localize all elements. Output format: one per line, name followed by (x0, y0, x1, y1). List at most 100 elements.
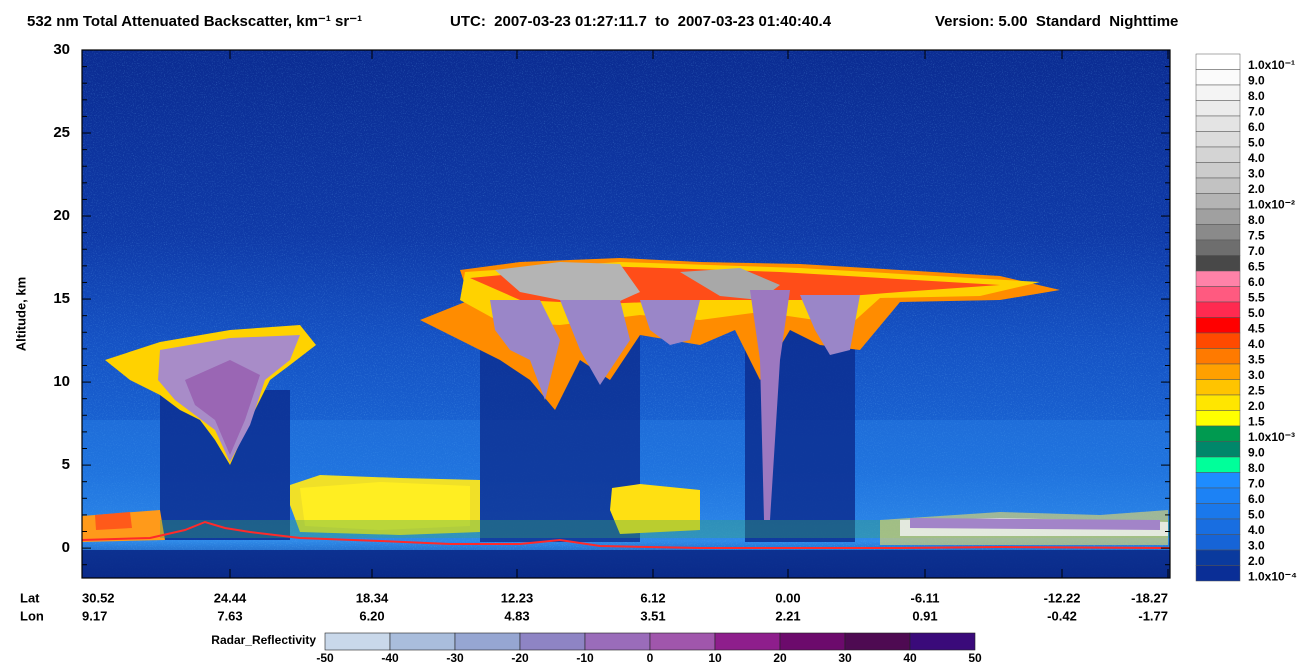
colorbar-label: 3.0 (1248, 539, 1265, 553)
colorbar-label: 1.0x10⁻¹ (1248, 58, 1295, 72)
radar-colorbar-box (324, 632, 391, 651)
radar-colorbar-box (909, 632, 976, 651)
colorbar-box (1195, 317, 1241, 334)
colorbar-label: 2.0 (1248, 554, 1265, 568)
colorbar-box (1195, 84, 1241, 101)
colorbar-label: 9.0 (1248, 446, 1265, 460)
x-tick-label: 2.21 (775, 608, 800, 623)
colorbar-box (1195, 394, 1241, 411)
colorbar-label: 6.0 (1248, 120, 1265, 134)
colorbar-box (1195, 69, 1241, 86)
x-tick-label: 0.00 (775, 590, 800, 605)
colorbar-label: 5.0 (1248, 508, 1265, 522)
colorbar-box (1195, 472, 1241, 489)
x-tick-label: 6.12 (640, 590, 665, 605)
colorbar-label: 7.5 (1248, 229, 1265, 243)
x-tick-label: -0.42 (1047, 608, 1077, 623)
y-axis-label: Altitude, km (13, 277, 28, 351)
x-tick-label: -12.22 (1044, 590, 1081, 605)
colorbar-label: 8.0 (1248, 89, 1265, 103)
radar-tick-label: -40 (381, 651, 399, 665)
colorbar-box (1195, 239, 1241, 256)
colorbar-box (1195, 456, 1241, 473)
colorbar-box (1195, 518, 1241, 535)
colorbar-label: 7.0 (1248, 477, 1265, 491)
y-tick-label: 5 (62, 456, 70, 473)
radar-colorbar-box (584, 632, 651, 651)
radar-tick-label: 20 (773, 651, 787, 665)
radar-tick-label: -50 (316, 651, 334, 665)
x-tick-label: 0.91 (912, 608, 937, 623)
colorbar-label: 3.0 (1248, 368, 1265, 382)
y-tick-label: 0 (62, 539, 70, 556)
radar-tick-label: 40 (903, 651, 917, 665)
colorbar-label: 1.0x10⁻⁴ (1248, 570, 1297, 584)
colorbar-label: 8.0 (1248, 213, 1265, 227)
colorbar-label: 5.0 (1248, 306, 1265, 320)
y-tick-label: 15 (53, 290, 70, 307)
colorbar-label: 7.0 (1248, 244, 1265, 258)
x-row-name: Lon (20, 608, 44, 623)
colorbar-box (1195, 379, 1241, 396)
colorbar-box (1195, 208, 1241, 225)
radar-tick-label: 50 (968, 651, 982, 665)
chart-title: 532 nm Total Attenuated Backscatter, km⁻… (27, 13, 362, 30)
radar-colorbar-box (454, 632, 521, 651)
colorbar-box (1195, 332, 1241, 349)
x-tick-label: 9.17 (82, 608, 107, 623)
colorbar-label: 7.0 (1248, 105, 1265, 119)
colorbar-label: 4.0 (1248, 523, 1265, 537)
colorbar-box (1195, 255, 1241, 272)
x-tick-label: 24.44 (214, 590, 247, 605)
x-tick-label: 7.63 (217, 608, 242, 623)
colorbar-label: 1.0x10⁻³ (1248, 430, 1295, 444)
x-tick-label: 12.23 (501, 590, 534, 605)
colorbar-label: 4.5 (1248, 322, 1265, 336)
y-tick-label: 30 (53, 41, 70, 58)
colorbar-label: 5.5 (1248, 291, 1265, 305)
x-tick-label: -18.27 (1131, 590, 1168, 605)
x-row-name: Lat (20, 590, 40, 605)
colorbar-box (1195, 270, 1241, 287)
colorbar-label: 6.0 (1248, 492, 1265, 506)
colorbar-label: 5.0 (1248, 136, 1265, 150)
colorbar-box (1195, 193, 1241, 210)
colorbar-label: 1.0x10⁻² (1248, 198, 1295, 212)
colorbar-box (1195, 363, 1241, 380)
colorbar-box (1195, 348, 1241, 365)
colorbar-box (1195, 549, 1241, 566)
colorbar-box (1195, 410, 1241, 427)
colorbar-box (1195, 503, 1241, 520)
colorbar-box (1195, 301, 1241, 318)
plot-frame (81, 49, 1171, 579)
x-tick-label: 30.52 (82, 590, 115, 605)
radar-colorbar-box (649, 632, 716, 651)
y-tick-label: 10 (53, 373, 70, 390)
colorbar-box (1195, 131, 1241, 148)
colorbar-box (1195, 177, 1241, 194)
radar-colorbar-box (519, 632, 586, 651)
colorbar-box (1195, 534, 1241, 551)
backscatter-field (81, 50, 1171, 578)
colorbar-box (1195, 425, 1241, 442)
radar-tick-label: -30 (446, 651, 464, 665)
colorbar-label: 4.0 (1248, 337, 1265, 351)
y-tick-label: 20 (53, 207, 70, 224)
colorbar-label: 1.5 (1248, 415, 1265, 429)
x-tick-label: -1.77 (1138, 608, 1168, 623)
colorbar-label: 4.0 (1248, 151, 1265, 165)
colorbar-box (1195, 224, 1241, 241)
y-tick-label: 25 (53, 124, 70, 141)
colorbar-box (1195, 487, 1241, 504)
radar-tick-label: 10 (708, 651, 722, 665)
colorbar-label: 6.0 (1248, 275, 1265, 289)
radar-tick-label: -20 (511, 651, 529, 665)
time-range: UTC: 2007-03-23 01:27:11.7 to 2007-03-23… (450, 13, 832, 30)
colorbar-box (1195, 100, 1241, 117)
colorbar-label: 9.0 (1248, 74, 1265, 88)
colorbar-label: 2.0 (1248, 399, 1265, 413)
version: Version: 5.00 Standard Nighttime (935, 13, 1178, 30)
colorbar-label: 2.0 (1248, 182, 1265, 196)
colorbar-label: 8.0 (1248, 461, 1265, 475)
